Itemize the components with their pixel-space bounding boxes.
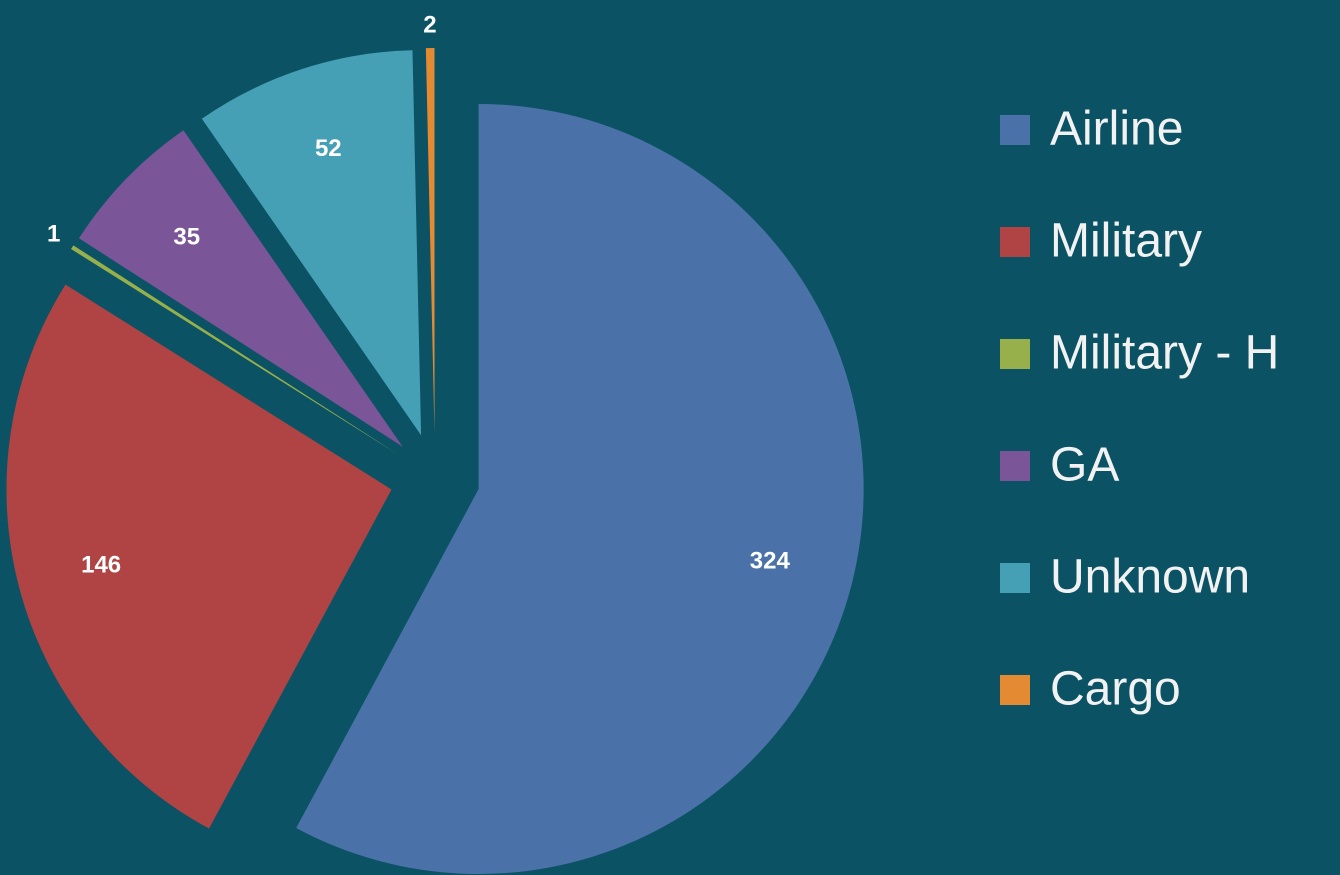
data-label: 324 bbox=[750, 548, 791, 575]
legend-label: Military - H bbox=[1050, 327, 1279, 380]
legend-swatch bbox=[1000, 115, 1030, 145]
legend-swatch bbox=[1000, 339, 1030, 369]
legend-label: GA bbox=[1050, 439, 1119, 492]
data-label: 1 bbox=[47, 221, 60, 248]
pie-slice bbox=[296, 103, 864, 874]
legend-swatch bbox=[1000, 675, 1030, 705]
data-label: 2 bbox=[423, 11, 436, 38]
legend-label: Military bbox=[1050, 215, 1202, 268]
data-label: 52 bbox=[315, 135, 342, 162]
legend-swatch bbox=[1000, 451, 1030, 481]
legend-label: Unknown bbox=[1050, 551, 1250, 604]
pie-slice bbox=[78, 130, 403, 447]
legend-label: Cargo bbox=[1050, 663, 1181, 716]
data-label: 146 bbox=[81, 551, 121, 578]
pie-slice bbox=[71, 245, 398, 454]
data-label: 35 bbox=[173, 223, 200, 250]
legend-swatch bbox=[1000, 563, 1030, 593]
legend-swatch bbox=[1000, 227, 1030, 257]
pie-slice bbox=[425, 48, 435, 434]
legend-label: Airline bbox=[1050, 103, 1183, 156]
pie-slice bbox=[201, 50, 422, 436]
pie-slice bbox=[6, 284, 392, 829]
